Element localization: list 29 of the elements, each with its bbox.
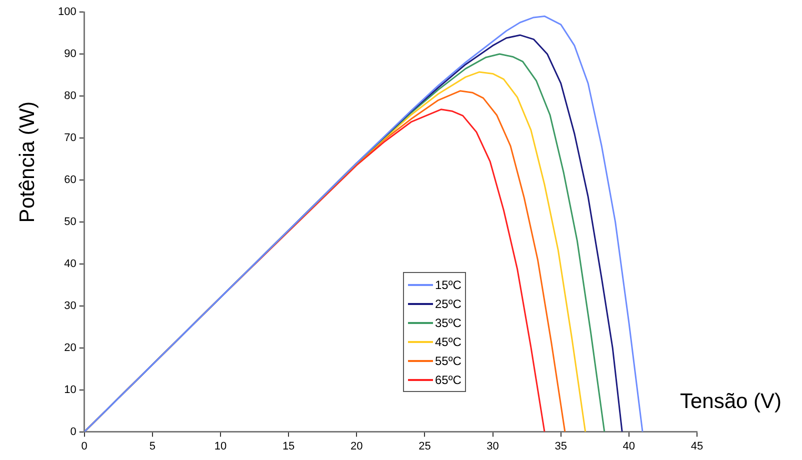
y-tick-label: 30: [64, 300, 76, 312]
x-tick-label: 20: [350, 440, 363, 452]
y-tick-label: 0: [70, 426, 76, 438]
x-tick-label: 5: [149, 440, 156, 452]
x-tick-label: 15: [282, 440, 295, 452]
x-axis-title: Tensão (V): [680, 390, 782, 414]
x-tick-label: 25: [418, 440, 431, 452]
legend-label: 25ºC: [435, 296, 462, 310]
x-tick-label: 35: [554, 440, 567, 452]
y-tick-label: 20: [64, 342, 76, 354]
y-tick-label: 80: [64, 90, 76, 102]
x-tick-label: 30: [486, 440, 499, 452]
legend-label: 15ºC: [435, 278, 462, 292]
y-tick-label: 100: [58, 6, 76, 18]
x-tick-label: 0: [81, 440, 88, 452]
y-tick-label: 90: [64, 48, 76, 60]
legend-label: 65ºC: [435, 372, 462, 386]
legend-label: 45ºC: [435, 334, 462, 348]
legend-label: 55ºC: [435, 354, 462, 368]
y-tick-label: 60: [64, 174, 76, 186]
legend-label: 35ºC: [435, 316, 462, 330]
x-tick-label: 10: [214, 440, 227, 452]
y-tick-label: 40: [64, 258, 76, 270]
y-tick-label: 70: [64, 132, 76, 144]
y-tick-label: 50: [64, 216, 76, 228]
y-tick-label: 10: [64, 384, 76, 396]
y-axis-title: Potência (W): [16, 100, 40, 225]
x-tick-label: 40: [622, 440, 636, 452]
x-tick-label: 45: [690, 440, 704, 452]
